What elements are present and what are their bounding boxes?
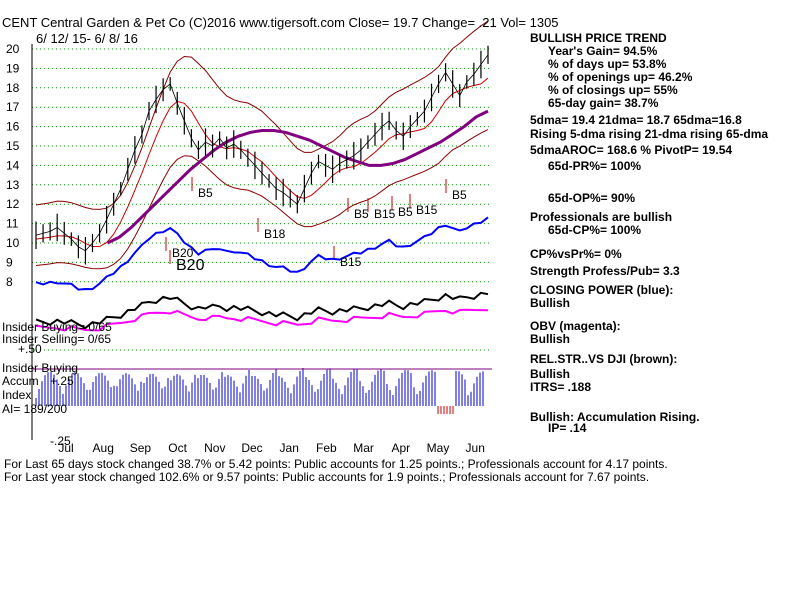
- signal-b15: B15: [374, 207, 396, 221]
- insider-selling: Insider Selling= 0/65: [2, 332, 112, 346]
- accum-label: Accum: [2, 374, 39, 388]
- price-close-line: [35, 54, 489, 252]
- relstr-value: Bullish: [530, 367, 571, 381]
- ma65-path: [106, 109, 489, 245]
- signal-b18: B18: [264, 227, 286, 241]
- signal-b20: B20: [176, 257, 205, 274]
- p25-label: +.25: [50, 374, 74, 388]
- y-tick-10: 10: [6, 236, 20, 250]
- month-feb: Feb: [316, 441, 337, 455]
- signal-b15: B15: [340, 255, 362, 269]
- y-tick-15: 15: [6, 139, 20, 153]
- header-title: CENT Central Garden & Pet Co (C)2016 www…: [2, 15, 559, 30]
- date-range: 6/ 12/ 15- 6/ 8/ 16: [36, 31, 138, 46]
- strength-ratio: Strength Profess/Pub= 3.3: [530, 264, 680, 278]
- y-tick-12: 12: [6, 197, 20, 211]
- month-aug: Aug: [93, 441, 114, 455]
- relative-strength-path: [35, 291, 489, 330]
- rising-dma: Rising 5-dma rising 21-dma rising 65-dma: [530, 127, 769, 141]
- aroc-pivot: 5dmaAROC= 168.6 % PivotP= 19.54: [530, 143, 733, 157]
- y-tick-8: 8: [6, 275, 13, 289]
- signal-b15: B15: [416, 203, 438, 217]
- signal-b5: B5: [452, 188, 467, 202]
- month-dec: Dec: [241, 441, 262, 455]
- days-up: % of days up= 53.8%: [548, 57, 667, 71]
- closing-power-line: [35, 216, 489, 291]
- footer-65-days: For Last 65 days stock changed 38.7% or …: [4, 457, 668, 471]
- trend-title: BULLISH PRICE TREND: [530, 31, 667, 45]
- cp-65d: 65d-CP%= 100%: [548, 223, 642, 237]
- day65-gain: 65-day gain= 38.7%: [548, 96, 659, 110]
- obv-path: [35, 308, 489, 332]
- month-jun: Jun: [466, 441, 485, 455]
- cp-vs-pr: CP%vsPr%= 0%: [530, 247, 622, 261]
- obv-title: OBV (magenta):: [530, 319, 621, 333]
- y-tick-17: 17: [6, 100, 20, 114]
- month-apr: Apr: [391, 441, 410, 455]
- y-tick-19: 19: [6, 61, 20, 75]
- closing-power-path: [35, 216, 489, 291]
- closing-power-title: CLOSING POWER (blue):: [530, 283, 674, 297]
- month-nov: Nov: [204, 441, 225, 455]
- month-sep: Sep: [130, 441, 152, 455]
- y-tick-11: 11: [6, 217, 19, 231]
- insider-buying-short: Insider Buying: [2, 361, 79, 375]
- accumulation-status: Bullish: Accumulation Rising.: [530, 410, 700, 424]
- axes: [31, 44, 492, 440]
- obv-bands: [35, 291, 489, 332]
- x-month-labels: Jul Aug Sep Oct Nov Dec Jan Feb Mar Apr May Jun: [58, 441, 485, 455]
- m25-label: -.25: [50, 434, 71, 448]
- month-jan: Jan: [280, 441, 299, 455]
- signal-b5: B5: [198, 186, 213, 200]
- obv-value: Bullish: [530, 332, 571, 346]
- month-jul: Jul: [58, 441, 73, 455]
- openings-up: % of openings up= 46.2%: [548, 70, 693, 84]
- years-gain: Year's Gain= 94.5%: [548, 44, 658, 58]
- accumulation-bars: [35, 368, 484, 414]
- index-label: Index: [2, 388, 32, 402]
- y-tick-16: 16: [6, 120, 20, 134]
- signal-b5: B5: [398, 205, 413, 219]
- ip-value: IP= .14: [548, 421, 587, 435]
- professionals-bullish: Professionals are bullish: [530, 210, 673, 224]
- month-may: May: [427, 441, 450, 455]
- signal-b20: B20: [172, 246, 194, 260]
- y-tick-18: 18: [6, 81, 20, 95]
- insider-buying: Insider Buying= 0/65: [2, 320, 112, 334]
- closings-up: % of closings up= 55%: [548, 83, 678, 97]
- lower-band: [35, 129, 489, 270]
- price-bands: [35, 20, 489, 270]
- y-tick-13: 13: [6, 178, 20, 192]
- ai-label: AI= 189/200: [2, 402, 68, 416]
- pr-65d: 65d-PR%= 100%: [548, 159, 642, 173]
- dma-values: 5dma= 19.4 21dma= 18.7 65dma=16.8: [530, 113, 742, 127]
- itrs-value: ITRS= .188: [530, 380, 592, 394]
- closing-power-value: Bullish: [530, 296, 571, 310]
- month-oct: Oct: [168, 441, 187, 455]
- signal-b5: B5: [354, 207, 369, 221]
- signal-arrows: [165, 177, 447, 264]
- y-tick-9: 9: [6, 255, 13, 269]
- y-tick-14: 14: [6, 158, 20, 172]
- op-65d: 65d-OP%= 90%: [548, 191, 636, 205]
- month-mar: Mar: [353, 441, 374, 455]
- price-bars: [35, 45, 489, 265]
- gridlines: [32, 48, 492, 283]
- y-tick-labels: 20 19 18 17 16 15 14 13 12 11 10 9 8: [6, 42, 20, 289]
- relstr-title: REL.STR..VS DJI (brown):: [530, 352, 678, 366]
- ma65-line: [106, 109, 489, 245]
- p50-label: +.50: [18, 342, 42, 356]
- y-tick-20: 20: [6, 42, 20, 56]
- upper-band: [35, 20, 489, 210]
- footer-last-year: For Last year stock changed 102.6% or 9.…: [4, 470, 650, 484]
